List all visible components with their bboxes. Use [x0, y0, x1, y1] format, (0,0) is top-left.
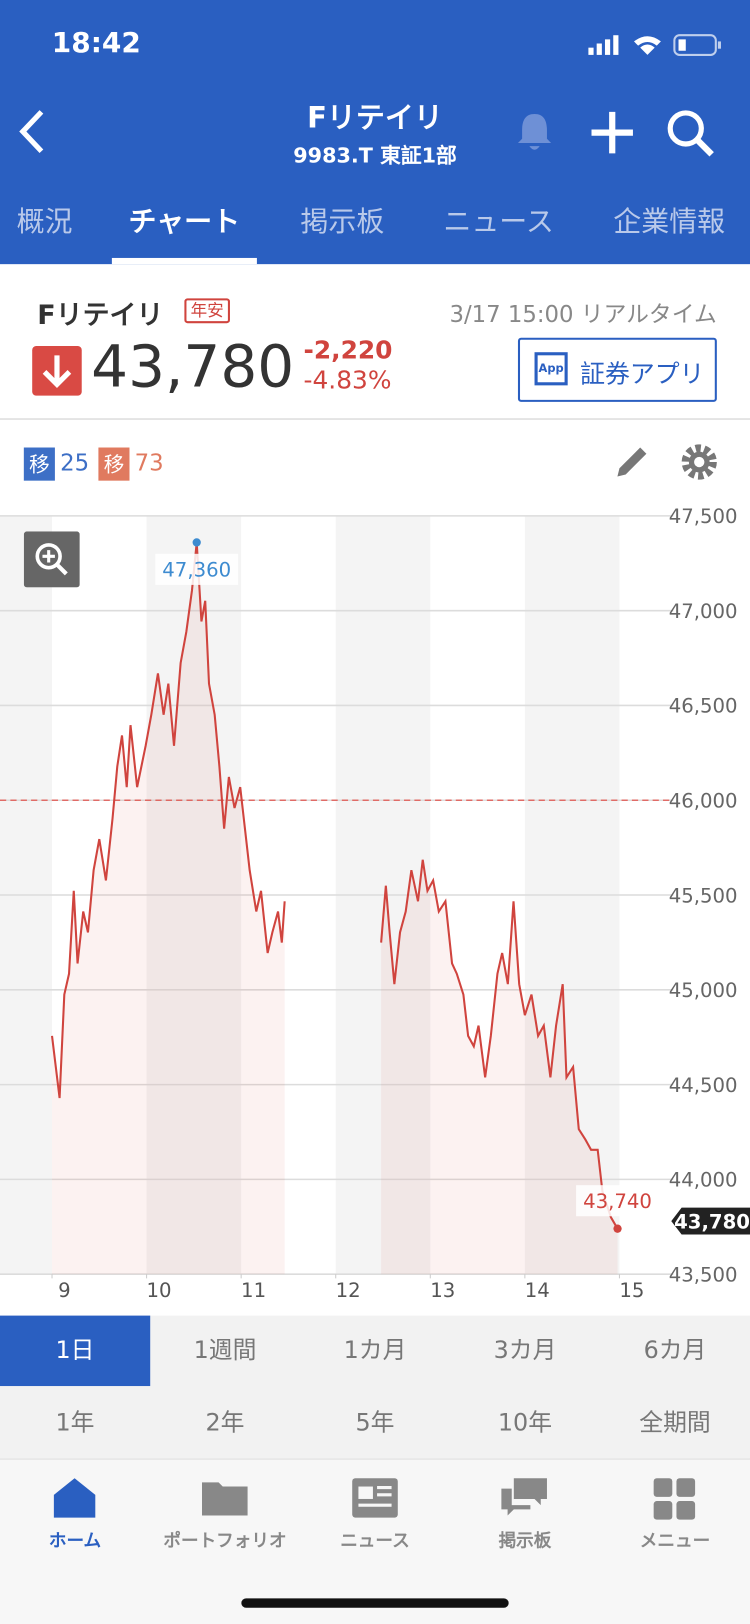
annotation-label: 43,740	[583, 1190, 652, 1213]
price-line	[50, 542, 619, 1230]
price: 43,780	[91, 333, 295, 401]
y-tick-label: 45,500	[669, 884, 738, 907]
draw-button[interactable]	[611, 441, 652, 482]
period-button[interactable]: 1週間	[193, 1337, 257, 1365]
period-button[interactable]: 10年	[497, 1409, 553, 1437]
x-tick-label: 11	[241, 1279, 266, 1302]
x-tick-label: 12	[336, 1279, 361, 1302]
tab[interactable]: 企業情報	[613, 206, 726, 239]
area-shade	[52, 542, 285, 1275]
nav-icon	[653, 1478, 696, 1520]
nav-label: ホーム	[48, 1531, 102, 1552]
tab[interactable]: チャート	[128, 206, 241, 239]
status-icons	[588, 34, 721, 56]
annotation-label: 47,360	[162, 559, 231, 582]
tab[interactable]: 概況	[16, 206, 73, 239]
annotation-point	[192, 538, 201, 547]
header-title: Fリテイリ	[307, 100, 443, 135]
home-indicator	[241, 1598, 509, 1608]
indicator-badge: 移	[23, 447, 55, 481]
nav-label: 掲示板	[498, 1531, 552, 1552]
x-tick-label: 10	[146, 1279, 171, 1302]
y-tick-label: 47,500	[669, 505, 738, 528]
y-tick-label: 46,500	[669, 695, 738, 718]
tab[interactable]: ニュース	[443, 206, 554, 239]
nav-item[interactable]: 掲示板	[450, 1472, 600, 1555]
indicator-period: 25	[60, 450, 90, 477]
x-tick-label: 13	[430, 1279, 455, 1302]
nav-label: ニュース	[340, 1531, 410, 1552]
annotation-point	[613, 1224, 622, 1233]
nav-icon	[351, 1478, 398, 1518]
nav-item[interactable]: ニュース	[300, 1472, 450, 1555]
x-tick-label: 15	[619, 1279, 644, 1302]
settings-button[interactable]	[679, 441, 720, 482]
status-time: 18:42	[51, 26, 141, 60]
period-button[interactable]: 6カ月	[643, 1337, 707, 1365]
last-price-label: 43,780	[674, 1210, 750, 1233]
y-tick-label: 43,500	[669, 1263, 738, 1286]
nav-item[interactable]: メニュー	[600, 1472, 750, 1555]
nav-icon	[53, 1478, 96, 1518]
period-selector: 1日 1週間 1カ月 3カ月 6カ月 1年 2年 5年 10年 全期間	[0, 1315, 750, 1459]
search-button[interactable]	[665, 108, 717, 160]
year-low-badge: 年安	[184, 298, 230, 324]
tab[interactable]: 掲示板	[300, 206, 385, 239]
price-change-percent: -4.83%	[303, 365, 392, 395]
alert-button[interactable]	[512, 108, 558, 154]
area-shade	[381, 859, 618, 1275]
period-button[interactable]: 全期間	[639, 1409, 711, 1437]
header: 18:42 Fリテイリ 9983.T 東証1部 概況 チャート 掲示板 ニュース 企業情…	[0, 0, 750, 265]
period-button[interactable]: 3カ月	[493, 1337, 557, 1365]
timestamp: 3/17 15:00 リアルタイム	[449, 302, 717, 329]
tab-indicator	[111, 257, 257, 265]
divider	[0, 418, 750, 420]
bottom-nav: ホーム ポートフォリオ ニュース 掲示板 メニュー	[0, 1458, 750, 1624]
y-tick-label: 44,000	[669, 1169, 738, 1192]
header-subtitle: 9983.T 東証1部	[293, 142, 457, 168]
nav-icon	[201, 1482, 248, 1516]
nav-item[interactable]: ポートフォリオ	[150, 1472, 300, 1555]
price-chart: 43,500 44,000 44,500 45,000 45,500 46,000 46,5…	[0, 505, 750, 1302]
nav-icon	[501, 1478, 548, 1516]
period-button[interactable]: 1カ月	[343, 1337, 407, 1365]
nav-item[interactable]: ホーム	[0, 1472, 150, 1555]
nav-label: ポートフォリオ	[163, 1531, 287, 1552]
app-icon: App	[534, 352, 568, 386]
y-tick-label: 47,000	[669, 600, 738, 623]
app-button-label: 証券アプリ	[580, 359, 705, 389]
y-tick-label: 45,000	[669, 979, 738, 1002]
down-arrow-icon	[32, 345, 82, 396]
indicator-period: 73	[134, 450, 164, 477]
annotation-box	[155, 553, 239, 585]
app-button[interactable]: App 証券アプリ	[517, 337, 717, 402]
nav-label: メニュー	[639, 1531, 711, 1552]
stock-name: Fリテイリ	[37, 300, 164, 332]
period-button[interactable]: 1日	[0, 1315, 150, 1387]
indicator-badge: 移	[98, 447, 130, 481]
x-tick-label: 14	[525, 1279, 550, 1302]
x-tick-label: 9	[58, 1279, 71, 1302]
zoom-button[interactable]	[23, 531, 80, 588]
y-tick-label: 44,500	[669, 1074, 738, 1097]
period-button[interactable]: 1年	[55, 1409, 95, 1437]
add-button[interactable]	[586, 108, 638, 160]
price-change: -2,220	[303, 335, 393, 365]
back-button[interactable]	[15, 108, 50, 156]
period-button[interactable]: 5年	[355, 1409, 395, 1437]
last-price-tag	[671, 1207, 750, 1235]
annotation-box	[576, 1185, 659, 1217]
y-tick-label: 46,000	[669, 789, 738, 812]
period-button[interactable]: 2年	[205, 1409, 245, 1437]
